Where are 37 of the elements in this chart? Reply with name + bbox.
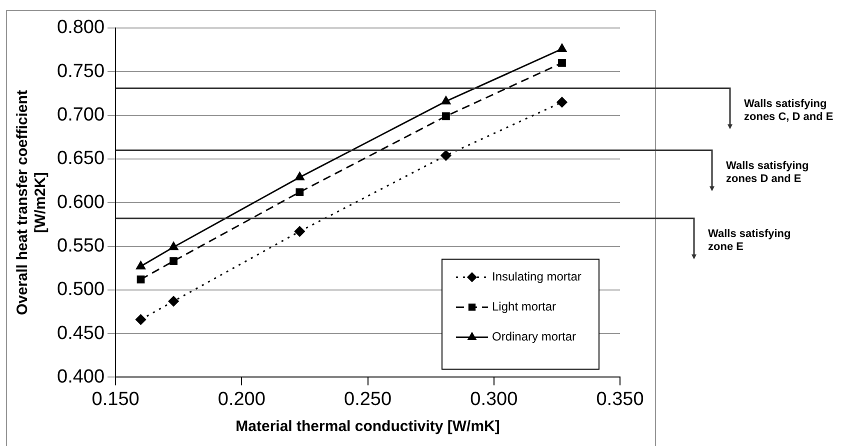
point <box>136 275 145 284</box>
point <box>170 257 178 266</box>
point <box>168 296 179 306</box>
ref-line-label: Walls satisfying zones D and E <box>726 160 809 185</box>
y-tick-label: 0.550 <box>57 235 105 256</box>
point <box>296 188 304 196</box>
point <box>295 172 304 180</box>
y-tick-label: 0.750 <box>57 60 105 82</box>
point <box>558 58 566 67</box>
point <box>440 150 452 161</box>
point <box>441 96 451 104</box>
ref-line-label: Walls satisfying zones C, D and E <box>744 98 834 123</box>
legend-label: Light mortar <box>492 300 556 314</box>
y-tick-label: 0.650 <box>57 148 105 170</box>
y-tick-label: 0.700 <box>57 104 105 126</box>
y-tick-label: 0.600 <box>57 192 105 213</box>
point <box>556 96 568 108</box>
point <box>136 314 146 325</box>
x-tick-label: 0.350 <box>596 388 644 410</box>
y-tick-label: 0.450 <box>57 322 105 344</box>
point <box>557 44 567 52</box>
legend-label: Ordinary mortar <box>492 330 576 344</box>
y-tick-label: 0.500 <box>57 279 105 300</box>
x-axis-title: Material thermal conductivity [W/mK] <box>236 418 500 436</box>
legend-label: Insulating mortar <box>492 270 582 284</box>
x-tick-label: 0.200 <box>218 388 266 410</box>
point <box>168 242 178 250</box>
x-tick-label: 0.250 <box>344 388 392 410</box>
x-tick-label: 0.150 <box>92 388 140 410</box>
y-axis-title: Overall heat transfer coefficient [W/m2K] <box>14 90 50 316</box>
x-tick-label: 0.300 <box>470 388 518 410</box>
ref-line-label: Walls satisfying zone E <box>708 228 791 253</box>
y-tick-label: 0.800 <box>57 17 105 38</box>
y-tick-label: 0.400 <box>57 366 105 388</box>
point <box>136 261 146 270</box>
point <box>442 112 450 120</box>
point <box>294 226 305 237</box>
